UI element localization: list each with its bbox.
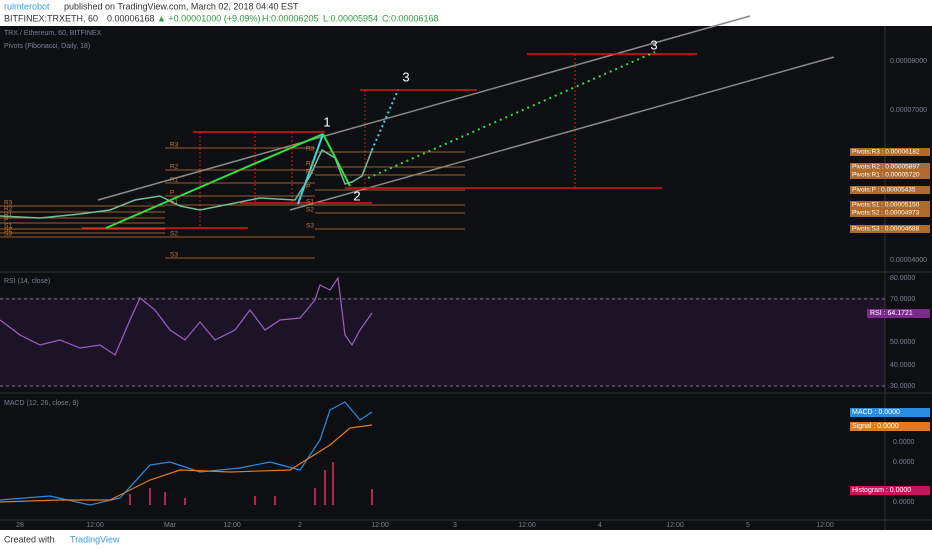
price-axis-label: 0.00008000 <box>890 58 927 65</box>
pivot-level: S3 <box>4 231 12 238</box>
pivot-tag: Pivots:R1 : 0.00005720 <box>852 172 920 179</box>
macd-tag: Signal : 0.0000 <box>852 423 899 430</box>
low: L:0.00005954 <box>323 13 378 23</box>
annotation: 3 <box>650 37 657 52</box>
published: published on TradingView.com, March 02, … <box>64 1 299 11</box>
pivot-level: P <box>4 217 8 224</box>
time-axis-label: Mar <box>164 522 177 529</box>
pivot-tag-bg <box>850 209 930 217</box>
footer-created: Created with <box>4 534 55 544</box>
symbol: BITFINEX:TRXETH, 60 <box>4 13 98 23</box>
pivot-tag-bg <box>850 201 930 209</box>
drawings <box>0 15 885 506</box>
pivot-tag: Pivots:S2 : 0.00004973 <box>852 210 920 217</box>
rsi-tag-bg <box>867 309 930 318</box>
pivot-tag: Pivots:R2 : 0.00005897 <box>852 164 920 171</box>
time-axis-label: 12:00 <box>666 522 684 529</box>
time-axis-label: 12:00 <box>371 522 389 529</box>
pivot-tag-bg <box>850 186 930 194</box>
change: ▲ +0.00001000 (+9.09%) <box>157 13 260 23</box>
rsi-tag: RSI : 64.1721 <box>870 310 913 317</box>
time-axis-label: 12:00 <box>86 522 104 529</box>
rsi-axis-label: 50.0000 <box>890 339 915 346</box>
header-bar <box>0 0 932 26</box>
macd-tag-bg <box>850 486 930 495</box>
pivot-level: R3 <box>306 146 315 153</box>
pivot-level: P <box>170 190 174 197</box>
last: 0.00006168 <box>107 13 155 23</box>
pivot-tag: Pivots:P : 0.00005435 <box>852 187 916 194</box>
pivot-tag-bg <box>850 171 930 179</box>
time-axis-label: 5 <box>746 522 750 529</box>
pivot-tag: Pivots:S1 : 0.00005150 <box>852 202 920 209</box>
annotation: 2 <box>353 188 360 203</box>
annotation: 3 <box>402 69 409 84</box>
high: H:0.00006205 <box>262 13 319 23</box>
macd-tag-bg <box>850 422 930 431</box>
pivot-tag-bg <box>850 148 930 156</box>
pivot-level: S2 <box>306 207 314 214</box>
pivot-level: S2 <box>170 231 178 238</box>
pivot-level: R2 <box>170 164 179 171</box>
pivot-level: R1 <box>170 177 179 184</box>
pane-title: RSI (14, close) <box>4 278 50 285</box>
time-axis-label: 12:00 <box>223 522 241 529</box>
time-axis-label: 12:00 <box>518 522 536 529</box>
price-axis-label: 0.00007000 <box>890 107 927 114</box>
footer-brand[interactable]: TradingView <box>70 534 120 544</box>
pivot-tag: Pivots:S3 : 0.00004688 <box>852 226 920 233</box>
close: C:0.00006168 <box>382 13 439 23</box>
pivot-level: P <box>306 184 310 191</box>
pivot-tag: Pivots:R3 : 0.00006182 <box>852 149 920 156</box>
time-axis-label: 4 <box>598 522 602 529</box>
grid <box>0 26 932 530</box>
pivot-level: R1 <box>4 212 13 219</box>
time-axis-label: 12:00 <box>816 522 834 529</box>
pivot-level: R3 <box>4 200 13 207</box>
macd-axis-label: 0.0000 <box>893 459 915 466</box>
macd-axis-label: 0.0000 <box>893 439 915 446</box>
pivot-level: S3 <box>170 252 178 259</box>
pivot-level: R1 <box>306 169 315 176</box>
macd-tag-bg <box>850 408 930 417</box>
macd-tag: Histogram : 0.0000 <box>852 487 911 494</box>
annotation: 1 <box>323 114 330 129</box>
pivot-level: S1 <box>306 199 314 206</box>
chart-bg <box>0 26 932 530</box>
footer-bar <box>0 530 932 550</box>
pane-title: TRX / Ethereum, 60, BITFINEX <box>4 30 102 37</box>
time-axis-label: 28 <box>16 522 24 529</box>
indicator-title: Pivots (Fibonacci, Daily, 18) <box>4 43 90 50</box>
pivot-level: S1 <box>4 223 12 230</box>
rsi-band <box>0 297 885 387</box>
time-axis-label: 2 <box>298 522 302 529</box>
price-axis-label: 0.00004000 <box>890 257 927 264</box>
macd-tag: MACD : 0.0000 <box>852 409 900 416</box>
pivot-tag-bg <box>850 163 930 171</box>
time-axis-label: 3 <box>453 522 457 529</box>
pivot-level: S1 <box>170 199 178 206</box>
macd-axis-label: 0.0000 <box>893 499 915 506</box>
publisher[interactable]: ruimterobot <box>4 1 50 11</box>
rsi-axis-label: 40.0000 <box>890 362 915 369</box>
rsi-axis-label: 70.0000 <box>890 296 915 303</box>
pivot-level: R3 <box>170 142 179 149</box>
pivot-tag-bg <box>850 225 930 233</box>
pane-title: MACD (12, 26, close, 9) <box>4 400 79 407</box>
pivot-level: S3 <box>306 223 314 230</box>
pivot-level: R2 <box>4 206 13 213</box>
rsi-axis-label: 80.0000 <box>890 275 915 282</box>
pivot-level: S2 <box>4 227 12 234</box>
rsi-axis-label: 30.0000 <box>890 383 915 390</box>
pivot-level: R2 <box>306 161 315 168</box>
